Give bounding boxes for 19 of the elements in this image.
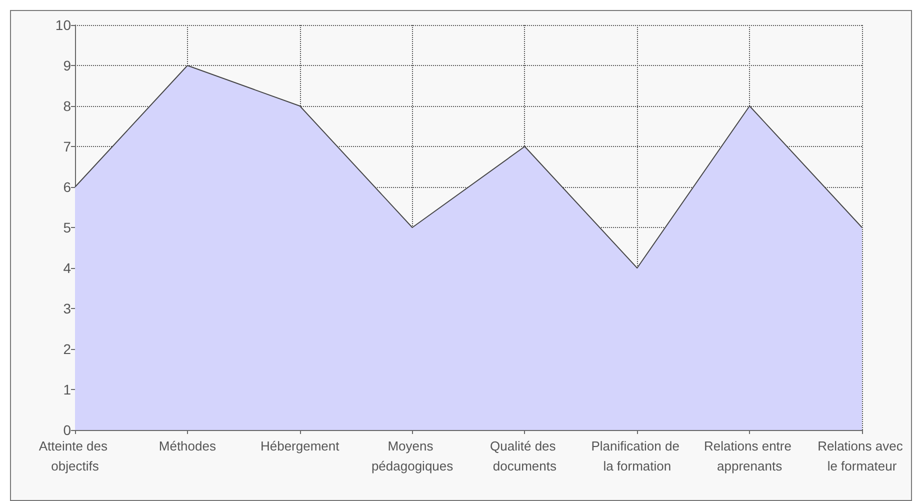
x-tick-label: Qualité des documents [490,438,560,474]
y-tick-label: 5 [63,220,72,236]
x-tick-label: Hébergement [260,438,340,454]
y-tick-label: 8 [63,98,72,114]
x-tick-label: Atteinte des objectifs [38,438,112,474]
y-tick-label: 3 [63,300,72,316]
x-tick-label: Relations avec le formateur [818,438,906,474]
y-tick-label: 6 [63,179,72,195]
y-tick-label: 1 [63,382,72,398]
y-tick-label: 2 [63,341,72,357]
x-tick-label: Planification de la formation [591,438,684,474]
y-tick-label: 0 [63,422,72,438]
y-tick-label: 9 [63,58,72,74]
x-tick-label: Méthodes [158,438,216,454]
x-tick-label: Moyens pédagogiques [371,438,454,474]
y-tick-label: 4 [63,260,72,276]
y-tick-label: 7 [63,138,72,154]
x-tick-label: Relations entre apprenants [704,438,796,474]
y-tick-label: 10 [55,17,72,33]
